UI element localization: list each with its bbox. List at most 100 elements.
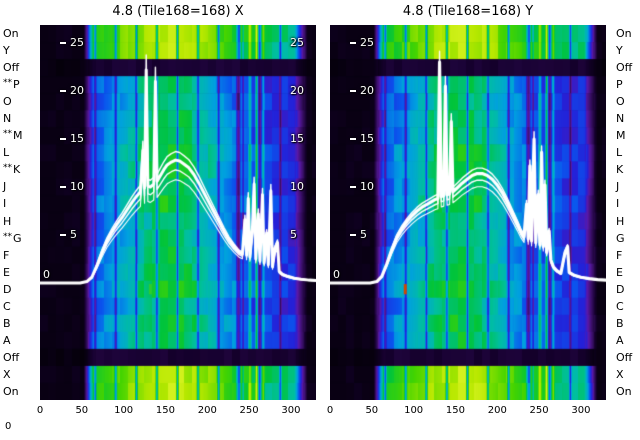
row-label-left: Y xyxy=(3,42,10,59)
x-tick-label: 100 xyxy=(114,405,134,416)
x-tick-label: 200 xyxy=(197,405,217,416)
row-letter: Off xyxy=(3,61,20,75)
row-label-right: A xyxy=(616,333,624,347)
row-label-left: B xyxy=(3,315,11,332)
row-label-left: X xyxy=(3,366,11,383)
corner-zero-label: 0 xyxy=(5,421,12,432)
row-letter: M xyxy=(13,129,23,143)
row-label-left: E xyxy=(3,264,10,281)
row-label-right: N xyxy=(616,112,625,126)
y-tick-mark xyxy=(350,138,356,140)
row-letter: O xyxy=(3,95,12,109)
y-tick-zero: 0 xyxy=(333,268,340,281)
row-letter: Y xyxy=(3,44,10,58)
row-letter: C xyxy=(3,299,11,313)
y-tick-mark xyxy=(60,186,66,188)
row-star: ** xyxy=(3,78,12,89)
row-label-right: G xyxy=(616,231,625,245)
row-label-left: Off xyxy=(3,59,19,76)
row-label-left: **M xyxy=(3,127,23,146)
row-label-left: On xyxy=(3,25,19,42)
row-letter: A xyxy=(3,333,11,347)
row-label-left: J xyxy=(3,178,6,195)
row-label-right: B xyxy=(616,316,624,330)
row-letter: E xyxy=(3,265,10,279)
y-tick-label-right: 25 xyxy=(290,36,304,49)
y-tick-label: 15 xyxy=(70,132,84,145)
row-label-right: Y xyxy=(616,44,623,58)
row-label-left: I xyxy=(3,195,6,212)
y-tick-label: 20 xyxy=(70,84,84,97)
y-tick-label: 10 xyxy=(70,180,84,193)
row-label-left: O xyxy=(3,93,12,110)
y-tick-mark xyxy=(60,42,66,44)
y-tick-mark xyxy=(60,138,66,140)
y-tick-mark xyxy=(350,234,356,236)
row-label-left: D xyxy=(3,281,11,298)
row-letter: Off xyxy=(3,350,20,364)
row-label-left: A xyxy=(3,332,11,349)
row-letter: J xyxy=(3,180,7,194)
y-tick-mark xyxy=(60,234,66,236)
row-star: ** xyxy=(3,129,12,140)
y-tick-label: 5 xyxy=(360,228,367,241)
row-label-right: Off xyxy=(616,350,633,364)
row-letter: H xyxy=(3,214,12,228)
row-letter: On xyxy=(3,384,19,398)
row-label-left: **K xyxy=(3,161,20,180)
row-label-right: On xyxy=(616,384,632,398)
row-label-right: On xyxy=(616,27,632,40)
x-tick-label: 0 xyxy=(36,405,44,416)
row-letter: On xyxy=(3,27,19,40)
row-star: ** xyxy=(3,231,12,242)
x-tick-label: 0 xyxy=(326,405,334,416)
row-letter: X xyxy=(3,367,11,381)
y-tick-mark xyxy=(350,186,356,188)
row-letter: F xyxy=(3,248,10,262)
plot-y-title: 4.8 (Tile168=168) Y xyxy=(402,4,534,19)
plot-x: 25 25 20 20 15 15 10 10 5 5 0 xyxy=(40,25,316,400)
row-label-left: H xyxy=(3,213,11,230)
y-tick-label-right: 20 xyxy=(290,84,304,97)
row-label-right: J xyxy=(616,180,620,194)
y-tick-mark xyxy=(60,90,66,92)
row-letter: B xyxy=(3,316,11,330)
row-label-left: **P xyxy=(3,76,20,95)
row-letter: L xyxy=(3,146,10,160)
row-label-right: C xyxy=(616,299,624,313)
row-label-right: P xyxy=(616,78,623,92)
y-tick-label: 25 xyxy=(360,36,374,49)
x-tick-label: 100 xyxy=(404,405,424,416)
x-tick-label: 250 xyxy=(529,405,549,416)
row-label-left: F xyxy=(3,247,9,264)
row-letter: I xyxy=(3,197,7,211)
x-tick-label: 150 xyxy=(155,405,175,416)
row-label-left: C xyxy=(3,298,11,315)
row-label-right: O xyxy=(616,95,625,109)
row-label-left: L xyxy=(3,144,9,161)
y-tick-label-right: 5 xyxy=(290,228,297,241)
y-tick-mark xyxy=(350,90,356,92)
x-tick-label: 300 xyxy=(281,405,301,416)
x-tick-label: 50 xyxy=(75,405,89,416)
row-label-right: L xyxy=(616,146,623,160)
y-tick-zero: 0 xyxy=(43,268,50,281)
x-tick-label: 50 xyxy=(365,405,379,416)
row-label-left: Off xyxy=(3,349,19,366)
heatmap-canvas-x xyxy=(40,25,316,400)
row-label-right: M xyxy=(616,129,626,143)
row-label-right: H xyxy=(616,214,625,228)
row-label-right: Off xyxy=(616,61,633,75)
row-label-left: N xyxy=(3,110,11,127)
row-letter: D xyxy=(3,282,12,296)
plot-x-title: 4.8 (Tile168=168) X xyxy=(112,4,244,19)
y-tick-label: 25 xyxy=(70,36,84,49)
row-label-left: **G xyxy=(3,230,22,249)
row-label-right: I xyxy=(616,197,620,211)
row-label-right: F xyxy=(616,248,623,262)
x-tick-label: 200 xyxy=(487,405,507,416)
y-tick-mark xyxy=(350,42,356,44)
x-tick-label: 150 xyxy=(445,405,465,416)
row-letter: K xyxy=(13,163,21,177)
y-tick-label-right: 15 xyxy=(290,132,304,145)
